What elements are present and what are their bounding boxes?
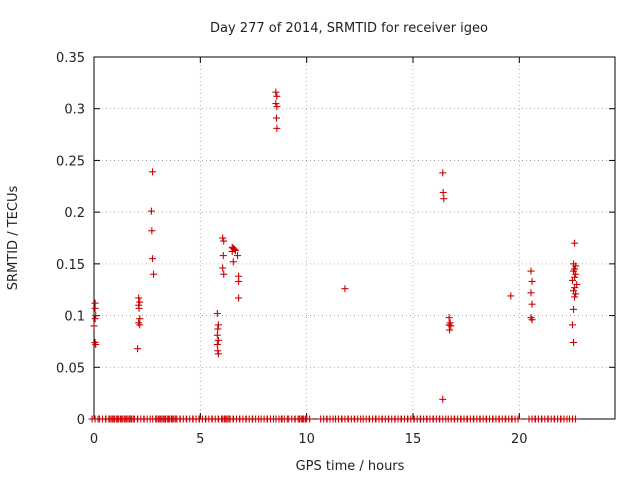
data-point	[440, 195, 448, 203]
data-point	[439, 188, 447, 196]
data-point	[219, 264, 227, 272]
data-point	[570, 305, 578, 313]
x-axis-label: GPS time / hours	[296, 459, 405, 474]
y-tick-label: 0.25	[56, 154, 85, 169]
data-point	[445, 314, 453, 322]
data-point	[273, 124, 281, 132]
x-tick-label: 10	[298, 432, 315, 447]
data-point	[273, 92, 281, 100]
data-point	[568, 321, 576, 329]
x-tick-label: 0	[90, 432, 98, 447]
data-point	[90, 322, 98, 330]
data-point	[91, 315, 99, 323]
y-tick-label: 0.2	[64, 206, 85, 221]
axis-ticks	[93, 56, 615, 420]
data-point	[135, 294, 143, 302]
y-tick-label: 0	[77, 413, 85, 428]
data-point	[507, 292, 515, 300]
grid-lines	[94, 57, 615, 419]
data-point	[213, 341, 221, 349]
y-tick-label: 0.05	[56, 361, 85, 376]
data-point	[272, 114, 280, 122]
data-point	[446, 326, 454, 334]
y-tick-label: 0.3	[64, 103, 85, 118]
data-point	[272, 88, 280, 96]
data-point	[439, 395, 447, 403]
x-tick-label: 15	[405, 432, 422, 447]
data-point	[235, 294, 243, 302]
data-point	[231, 246, 239, 254]
y-tick-labels: 0 0.05 0.1 0.15 0.2 0.25 0.3 0.35	[56, 51, 85, 428]
data-point	[568, 276, 576, 284]
data-point	[150, 270, 158, 278]
data-point	[148, 227, 156, 235]
data-point	[272, 100, 280, 108]
data-point	[219, 252, 227, 260]
data-point	[148, 168, 156, 176]
data-point	[214, 325, 222, 333]
data-point	[148, 255, 156, 263]
data-point	[571, 293, 579, 301]
data-point	[439, 169, 447, 177]
data-point	[306, 415, 314, 423]
chart-title: Day 277 of 2014, SRMTID for receiver ige…	[210, 21, 488, 36]
data-point	[92, 341, 100, 349]
data-point	[514, 415, 522, 423]
data-point	[91, 304, 99, 312]
data-point	[572, 290, 580, 298]
data-point	[214, 336, 222, 344]
data-point	[214, 347, 222, 355]
data-point	[235, 277, 243, 285]
data-point	[527, 267, 535, 275]
data-point	[229, 258, 237, 266]
data-point	[572, 270, 580, 278]
y-tick-label: 0.1	[64, 310, 85, 325]
data-point	[214, 350, 222, 358]
data-point	[341, 285, 349, 293]
data-point	[220, 270, 228, 278]
data-point	[570, 338, 578, 346]
data-point	[213, 331, 221, 339]
data-point	[572, 262, 580, 270]
data-point	[136, 321, 144, 329]
data-point	[136, 315, 144, 323]
data-point	[571, 239, 579, 247]
data-point	[273, 103, 281, 111]
data-point	[220, 237, 228, 245]
y-axis-label: SRMTID / TECUs	[6, 186, 21, 291]
data-point	[219, 234, 227, 242]
data-point	[527, 289, 535, 297]
data-points	[88, 88, 581, 423]
y-tick-label: 0.35	[56, 51, 85, 66]
data-point	[228, 247, 236, 255]
data-point	[528, 277, 536, 285]
data-point	[136, 298, 144, 306]
y-tick-label: 0.15	[56, 258, 85, 273]
data-point	[234, 252, 242, 260]
x-tick-label: 5	[196, 432, 204, 447]
data-point	[447, 322, 455, 330]
x-tick-labels: 0 5 10 15 20	[90, 432, 528, 447]
data-point	[214, 321, 222, 329]
data-point	[528, 316, 536, 324]
data-point	[571, 415, 579, 423]
data-point	[571, 284, 579, 292]
data-point	[528, 300, 536, 308]
data-point	[147, 207, 155, 215]
data-point	[92, 312, 100, 320]
x-tick-label: 20	[511, 432, 528, 447]
data-point	[213, 310, 221, 318]
plot-frame	[93, 56, 616, 420]
data-point	[134, 345, 142, 353]
data-point	[135, 304, 143, 312]
